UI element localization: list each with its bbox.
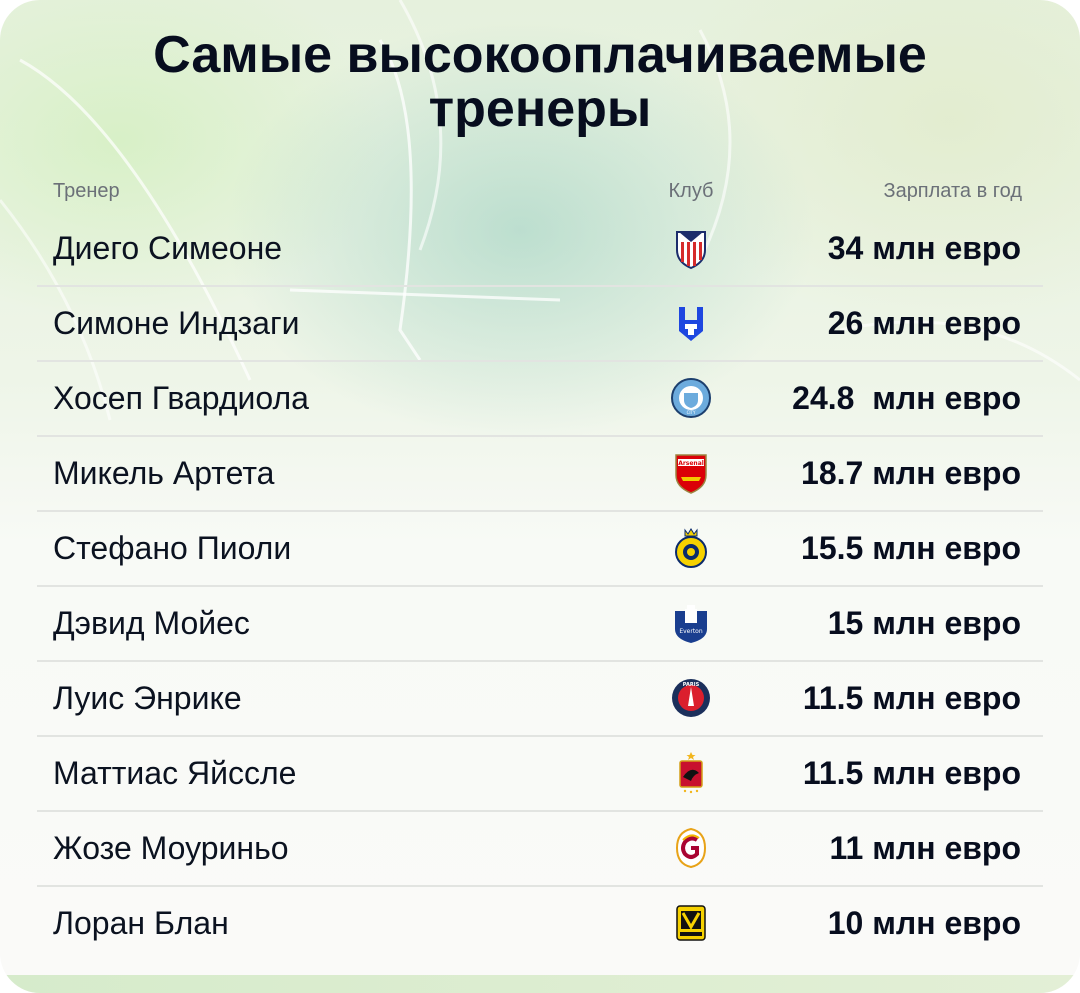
arsenal-crest-icon: Arsenal <box>675 454 707 494</box>
al-ittihad-crest-icon <box>676 905 706 941</box>
table-row: Диего Симеоне 34 млн евро <box>37 212 1043 287</box>
table-row: Дэвид Мойес Everton 15 млн евро <box>37 587 1043 662</box>
table-row: Симоне Индзаги 26 млн евро <box>37 287 1043 362</box>
table-row: Жозе Моуриньо 11 млн евро <box>37 812 1043 887</box>
coach-name: Лоран Блан <box>53 905 229 941</box>
salary-value: 26 млн евро <box>827 305 1021 341</box>
atletico-madrid-crest-icon <box>676 231 706 270</box>
salary-value: 11.5 млн евро <box>802 755 1021 791</box>
salary-value: 11.5 млн евро <box>802 680 1021 716</box>
coach-name: Симоне Индзаги <box>53 305 300 341</box>
title-line-1: Самые высокооплачиваемые <box>153 26 927 84</box>
salary-value: 18.7 млн евро <box>801 455 1021 491</box>
table-row: Стефано Пиоли 15.5 млн евро <box>37 512 1043 587</box>
coach-name: Жозе Моуриньо <box>53 830 289 866</box>
everton-text: Everton <box>679 628 703 635</box>
table-row: Хосеп Гвардиола CITY 24.8 млн евро <box>37 362 1043 437</box>
table-row: Луис Энрике PARIS 11.5 млн евро <box>37 662 1043 737</box>
table-row: Лоран Блан 10 млн евро <box>37 887 1043 960</box>
salary-value: 15.5 млн евро <box>801 530 1021 566</box>
salary-value: 10 млн евро <box>827 905 1021 941</box>
title-line-2: тренеры <box>428 80 652 138</box>
everton-crest-icon: Everton <box>675 605 707 643</box>
arsenal-text: Arsenal <box>678 460 704 467</box>
page-title: Самые высокооплачиваемые тренеры <box>0 28 1080 136</box>
table-row: Маттиас Яйссле 11.5 млн евро <box>37 737 1043 812</box>
galatasaray-crest-icon <box>675 827 707 869</box>
coach-name: Хосеп Гвардиола <box>53 380 309 416</box>
coach-name: Луис Энрике <box>53 680 242 716</box>
column-header-salary: Зарплата в год <box>883 180 1022 202</box>
table-row: Микель Артета Arsenal 18.7 млн евро <box>37 437 1043 512</box>
coach-name: Диего Симеоне <box>53 230 283 266</box>
coach-name: Микель Артета <box>53 455 275 491</box>
column-header-club: Клуб <box>668 180 714 202</box>
salary-value: 24.8 млн евро <box>792 380 1021 416</box>
coach-name: Стефано Пиоли <box>53 530 292 566</box>
column-header-coach: Тренер <box>53 180 120 202</box>
psg-text: PARIS <box>683 682 700 688</box>
bottom-band <box>0 975 1080 993</box>
salary-value: 11 млн евро <box>829 830 1022 866</box>
coach-name: Дэвид Мойес <box>53 605 250 641</box>
salary-value: 34 млн евро <box>827 230 1021 266</box>
al-nassr-crest-icon <box>675 528 707 568</box>
al-hilal-crest-icon <box>679 307 703 341</box>
salary-value: 15 млн евро <box>827 605 1021 641</box>
manchester-city-crest-icon: CITY <box>671 378 711 418</box>
psg-crest-icon: PARIS <box>672 679 710 717</box>
coaches-table: Диего Симеоне 34 млн евро Симоне Индзаги… <box>37 212 1043 960</box>
coach-name: Маттиас Яйссле <box>53 755 297 791</box>
al-ahly-crest-icon <box>679 752 703 794</box>
mancity-text: CITY <box>687 410 696 415</box>
